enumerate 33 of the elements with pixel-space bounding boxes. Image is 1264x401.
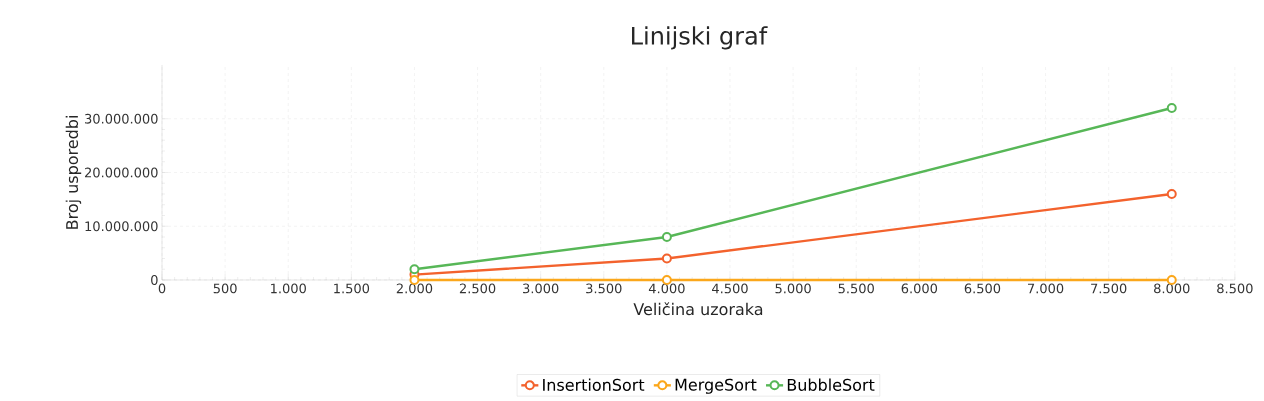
y-tick-label: 30.000.000: [85, 113, 158, 124]
x-tick-label: 4.500: [712, 283, 748, 294]
x-tick-label: 7.500: [1091, 283, 1127, 294]
x-tick-label: 2.000: [396, 283, 433, 294]
point: [1166, 188, 1177, 199]
point: [1166, 102, 1177, 113]
x-tick-label: 1.500: [334, 283, 370, 294]
x-tick-label: 6.500: [964, 283, 1001, 294]
x-tick-label: 8.000: [1154, 283, 1190, 294]
y-tick-label: 0: [151, 275, 158, 285]
point: [661, 253, 672, 264]
x-tick-label: 3.000: [523, 283, 559, 294]
chart-title: Linijski graf: [632, 26, 768, 50]
x-tick-label: 4.000: [648, 283, 685, 294]
x-tick-label: 8.500: [1217, 283, 1253, 294]
x-tick-label: 500: [213, 283, 237, 294]
x-axis-title: Veličina uzoraka: [633, 302, 763, 316]
legend-label: InsertionSort: [543, 378, 645, 391]
y-tick-label: 20.000.000: [85, 167, 158, 178]
point: [661, 231, 672, 242]
x-tick-label: 2.500: [459, 283, 496, 294]
x-tick-label: 6.000: [901, 283, 938, 294]
x-tick-label: 3.500: [586, 283, 622, 294]
legend-label: BubbleSort: [787, 378, 875, 391]
y-tick-label: 10.000.000: [85, 221, 158, 232]
x-tick-label: 7.000: [1028, 283, 1064, 294]
x-tick-label: 0: [158, 283, 166, 294]
legend-label: MergeSort: [675, 378, 757, 394]
x-tick-label: 5.000: [775, 283, 811, 294]
point: [409, 264, 420, 275]
x-tick-label: 5.500: [838, 283, 874, 294]
y-axis-title: Broj usporedbi: [65, 116, 82, 229]
x-tick-label: 1.000: [271, 283, 306, 294]
